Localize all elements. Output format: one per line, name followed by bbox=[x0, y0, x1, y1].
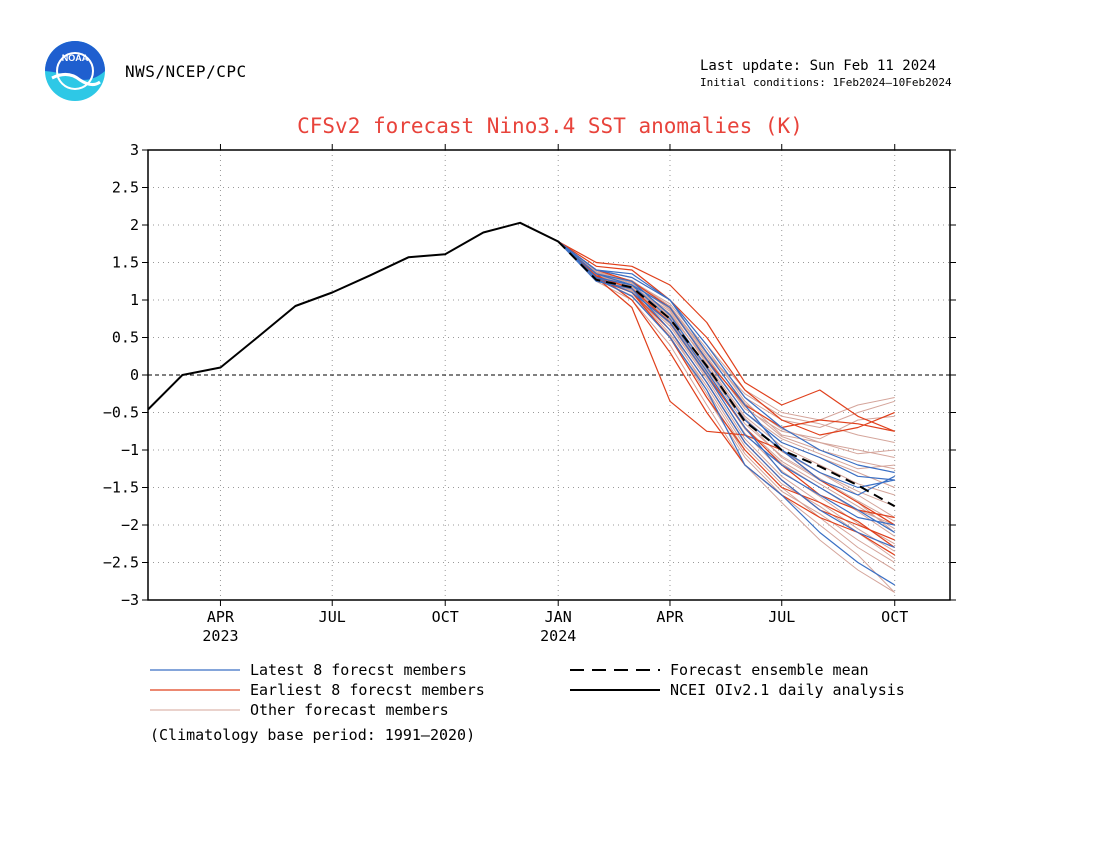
earliest-member-line bbox=[557, 240, 895, 436]
logo-wave bbox=[51, 73, 101, 87]
x-tick-sublabel: 2023 bbox=[202, 627, 238, 645]
noaa-logo: NOAA bbox=[45, 41, 105, 101]
y-tick-label: 2.5 bbox=[112, 179, 139, 197]
y-tick-label: −2.5 bbox=[103, 554, 139, 572]
legend-label-earliest: Earliest 8 forecst members bbox=[250, 681, 485, 699]
y-tick-label: −1 bbox=[121, 441, 139, 459]
earliest-member-line bbox=[557, 241, 895, 519]
last-update-label: Last update: Sun Feb 11 2024 bbox=[700, 58, 937, 74]
y-tick-label: 3 bbox=[130, 141, 139, 159]
x-tick-label: JUL bbox=[319, 608, 346, 626]
x-tick-label: JAN bbox=[545, 608, 572, 626]
logo-text: NOAA bbox=[62, 53, 89, 63]
climatology-footnote: (Climatology base period: 1991—2020) bbox=[150, 726, 476, 744]
x-tick-label: JUL bbox=[768, 608, 795, 626]
earliest-member-line bbox=[557, 241, 896, 556]
y-tick-label: 1.5 bbox=[112, 254, 139, 272]
chart-title: CFSv2 forecast Nino3.4 SST anomalies (K) bbox=[297, 114, 803, 138]
legend-label-analysis: NCEI OIv2.1 daily analysis bbox=[670, 681, 905, 699]
latest-member-line bbox=[557, 241, 895, 474]
y-tick-label: −3 bbox=[121, 591, 139, 609]
y-tick-label: 1 bbox=[130, 291, 139, 309]
logo-inner-ring bbox=[56, 52, 94, 90]
analysis-line bbox=[147, 221, 559, 411]
latest-member-line bbox=[557, 241, 895, 496]
earliest-member-line bbox=[557, 241, 895, 432]
latest-member-line bbox=[557, 241, 895, 481]
y-tick-label: 2 bbox=[130, 216, 139, 234]
other-member-line bbox=[557, 241, 895, 593]
y-tick-label: −0.5 bbox=[103, 404, 139, 422]
latest-member-line bbox=[557, 241, 895, 549]
y-tick-label: −1.5 bbox=[103, 479, 139, 497]
ensemble-mean-line bbox=[557, 240, 896, 508]
earliest-member-line bbox=[557, 240, 895, 432]
x-tick-label: OCT bbox=[881, 608, 908, 626]
legend-label-mean: Forecast ensemble mean bbox=[670, 661, 869, 679]
y-tick-label: 0.5 bbox=[112, 329, 139, 347]
latest-member-line bbox=[557, 241, 895, 526]
x-tick-label: APR bbox=[656, 608, 684, 626]
x-tick-label: APR bbox=[207, 608, 235, 626]
earliest-member-line bbox=[557, 241, 896, 526]
y-tick-label: −2 bbox=[121, 516, 139, 534]
initial-conditions-label: Initial conditions: 1Feb2024–10Feb2024 bbox=[700, 76, 952, 89]
legend-label-latest: Latest 8 forecst members bbox=[250, 661, 467, 679]
logo-upper-half bbox=[45, 41, 105, 80]
agency-label: NWS/NCEP/CPC bbox=[125, 62, 247, 81]
other-member-line bbox=[557, 241, 895, 443]
x-tick-sublabel: 2024 bbox=[540, 627, 576, 645]
y-tick-label: 0 bbox=[130, 366, 139, 384]
legend-label-other: Other forecast members bbox=[250, 701, 449, 719]
x-tick-label: OCT bbox=[432, 608, 459, 626]
latest-member-line bbox=[557, 241, 896, 586]
